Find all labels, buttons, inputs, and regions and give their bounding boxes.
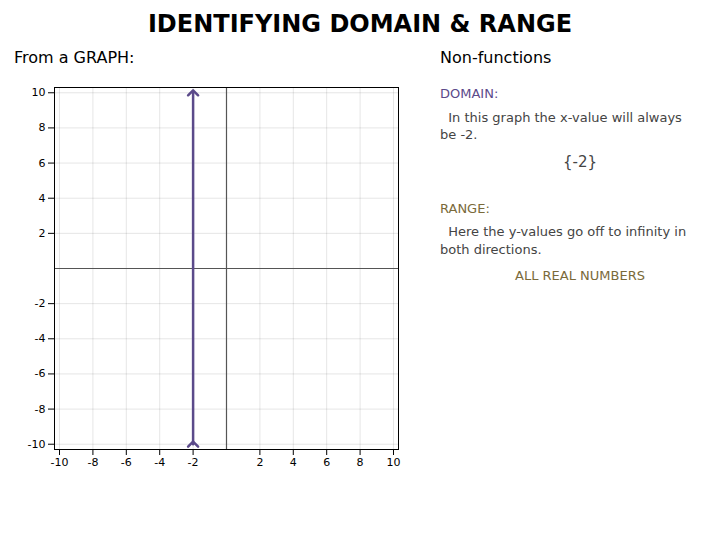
html-text:In this graph the x-value will: In this graph the x-value will always (440, 109, 682, 125)
html-text:Here the y-values go off to in: Here the y-values go off to infinity in (440, 224, 687, 240)
html-text:IDENTIFYING DOMAIN & RANGE: IDENTIFYING DOMAIN & RANGE (147, 10, 573, 38)
svg-text:10: 10 (32, 86, 46, 99)
svg-text:-6: -6 (121, 456, 132, 469)
svg-text:2: 2 (39, 227, 46, 240)
html-text:{-2}: {-2} (563, 152, 597, 171)
svg-text:-10: -10 (28, 438, 46, 451)
svg-text:8: 8 (39, 121, 46, 134)
html-text:RANGE:: RANGE: (440, 200, 490, 216)
svg-text:-8: -8 (35, 403, 46, 416)
html-text:From a GRAPH:: From a GRAPH: (14, 48, 135, 67)
html-text:both directions.: both directions. (440, 242, 542, 257)
svg-text:-10: -10 (51, 456, 69, 469)
svg-text:4: 4 (39, 192, 46, 205)
svg-text:-6: -6 (35, 367, 46, 380)
svg-text:8: 8 (357, 456, 364, 469)
svg-text:-2: -2 (188, 456, 199, 469)
svg-text:6: 6 (39, 157, 46, 170)
html-text:Non-functions: Non-functions (440, 48, 552, 67)
svg-text:-2: -2 (35, 297, 46, 310)
html-text:DOMAIN:: DOMAIN: (440, 86, 499, 101)
svg-text:4: 4 (290, 456, 297, 469)
svg-text:-8: -8 (87, 456, 98, 469)
svg-text:-4: -4 (154, 456, 165, 469)
html-text:be -2.: be -2. (440, 127, 478, 143)
svg-text:10: 10 (386, 456, 400, 469)
svg-text:2: 2 (256, 456, 263, 469)
svg-text:-4: -4 (35, 332, 46, 345)
html-text:ALL REAL NUMBERS: ALL REAL NUMBERS (515, 267, 645, 283)
svg-text:6: 6 (323, 456, 330, 469)
